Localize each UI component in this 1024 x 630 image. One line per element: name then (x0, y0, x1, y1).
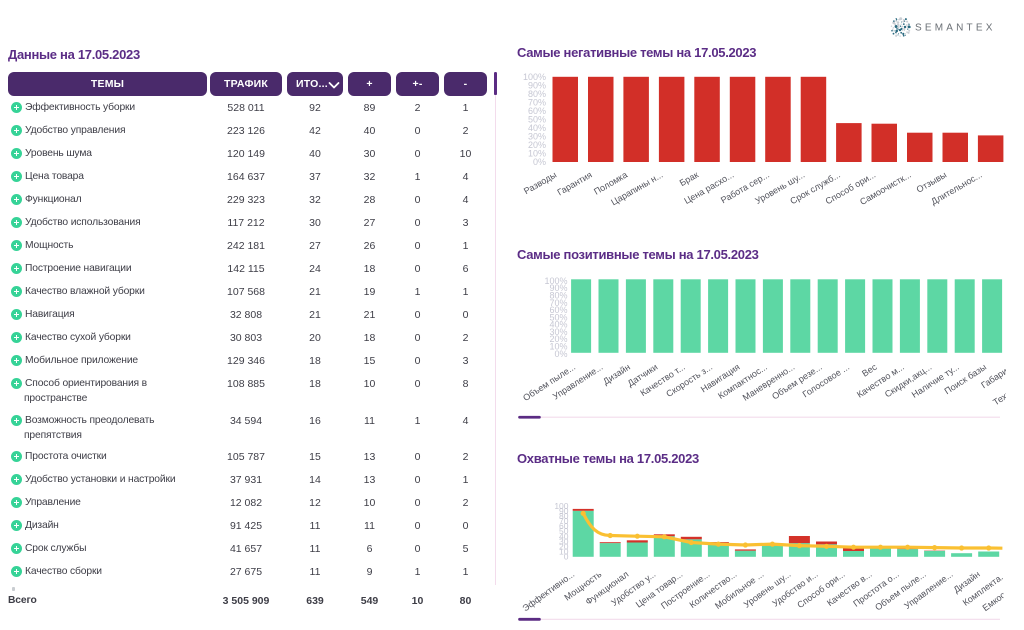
svg-text:20: 20 (559, 541, 569, 551)
svg-text:70%: 70% (528, 97, 546, 107)
svg-text:40%: 40% (528, 123, 546, 133)
svg-text:50%: 50% (549, 312, 567, 322)
svg-text:100: 100 (554, 501, 568, 511)
svg-text:0: 0 (564, 552, 569, 562)
svg-text:30%: 30% (549, 327, 567, 337)
svg-text:30: 30 (559, 536, 569, 546)
svg-text:100%: 100% (523, 72, 546, 82)
svg-text:90%: 90% (549, 283, 567, 293)
svg-text:80%: 80% (549, 291, 567, 301)
svg-text:Гарантия: Гарантия (555, 170, 593, 198)
svg-text:90%: 90% (528, 80, 546, 90)
svg-text:60%: 60% (549, 305, 567, 315)
svg-text:20%: 20% (528, 140, 546, 150)
svg-text:40%: 40% (549, 320, 567, 330)
svg-text:50%: 50% (528, 114, 546, 124)
svg-text:Брак: Брак (678, 170, 700, 189)
svg-text:Вес: Вес (860, 362, 879, 379)
svg-text:50: 50 (559, 526, 569, 536)
svg-text:70%: 70% (549, 298, 567, 308)
svg-text:80%: 80% (528, 89, 546, 99)
svg-text:80: 80 (559, 511, 569, 521)
svg-text:10%: 10% (528, 149, 546, 159)
svg-text:70: 70 (559, 516, 569, 526)
svg-text:100%: 100% (544, 276, 567, 286)
svg-text:0%: 0% (554, 349, 567, 359)
svg-text:60: 60 (559, 521, 569, 531)
svg-text:20%: 20% (549, 334, 567, 344)
svg-text:Управление...: Управление... (902, 569, 954, 611)
svg-text:30%: 30% (528, 131, 546, 141)
svg-text:0%: 0% (533, 157, 546, 167)
svg-text:SEMANTEX: SEMANTEX (915, 23, 996, 34)
svg-text:40: 40 (559, 531, 569, 541)
svg-text:10: 10 (559, 546, 569, 556)
svg-text:90: 90 (559, 506, 569, 516)
svg-text:60%: 60% (528, 106, 546, 116)
svg-text:10%: 10% (549, 342, 567, 352)
svg-text:Разводы: Разводы (522, 170, 558, 197)
